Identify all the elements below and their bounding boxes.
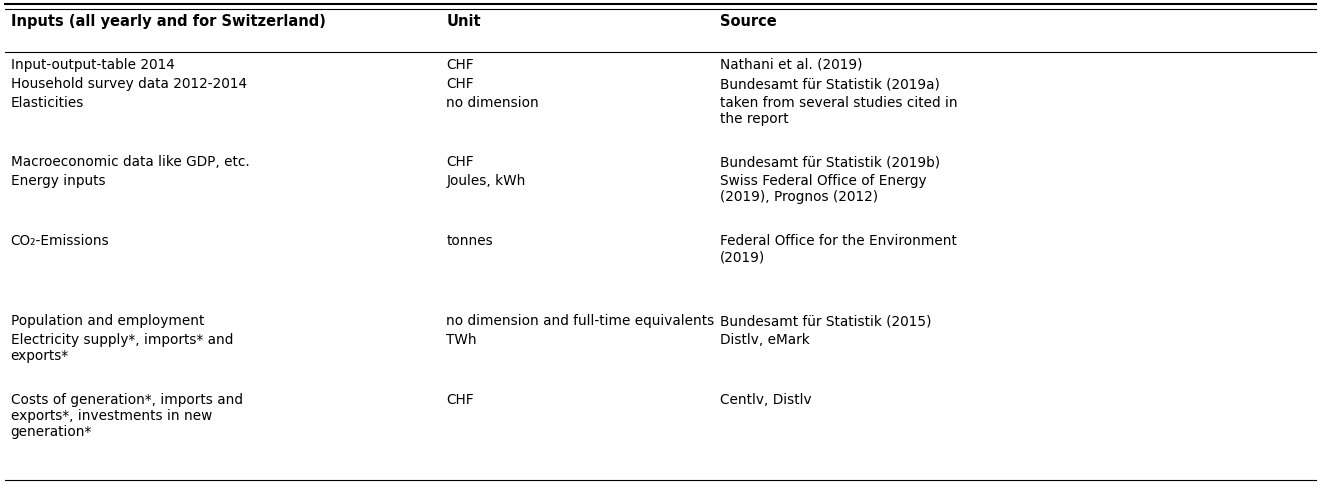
Text: Source: Source — [720, 14, 777, 29]
Text: CHF: CHF — [446, 58, 474, 72]
Text: CHF: CHF — [446, 77, 474, 91]
Text: CHF: CHF — [446, 155, 474, 169]
Text: Bundesamt für Statistik (2019b): Bundesamt für Statistik (2019b) — [720, 155, 941, 169]
Text: Household survey data 2012-2014: Household survey data 2012-2014 — [11, 77, 247, 91]
Text: Elasticities: Elasticities — [11, 96, 85, 110]
Text: Input-output-table 2014: Input-output-table 2014 — [11, 58, 174, 72]
Text: TWh: TWh — [446, 333, 477, 347]
Text: Electricity supply*, imports* and
exports*: Electricity supply*, imports* and export… — [11, 333, 232, 363]
Text: Nathani et al. (2019): Nathani et al. (2019) — [720, 58, 863, 72]
Text: Distlv, eMark: Distlv, eMark — [720, 333, 810, 347]
Text: CO₂-Emissions: CO₂-Emissions — [11, 234, 110, 248]
Text: no dimension: no dimension — [446, 96, 539, 110]
Text: Swiss Federal Office of Energy
(2019), Prognos (2012): Swiss Federal Office of Energy (2019), P… — [720, 174, 926, 204]
Text: Bundesamt für Statistik (2019a): Bundesamt für Statistik (2019a) — [720, 77, 939, 91]
Text: taken from several studies cited in
the report: taken from several studies cited in the … — [720, 96, 958, 126]
Text: Macroeconomic data like GDP, etc.: Macroeconomic data like GDP, etc. — [11, 155, 250, 169]
Text: Inputs (all yearly and for Switzerland): Inputs (all yearly and for Switzerland) — [11, 14, 325, 29]
Text: Joules, kWh: Joules, kWh — [446, 174, 526, 188]
Text: no dimension and full-time equivalents: no dimension and full-time equivalents — [446, 314, 715, 328]
Text: Costs of generation*, imports and
exports*, investments in new
generation*: Costs of generation*, imports and export… — [11, 393, 243, 440]
Text: Bundesamt für Statistik (2015): Bundesamt für Statistik (2015) — [720, 314, 931, 328]
Text: Energy inputs: Energy inputs — [11, 174, 106, 188]
Text: Centlv, Distlv: Centlv, Distlv — [720, 393, 811, 407]
Text: tonnes: tonnes — [446, 234, 493, 248]
Text: Federal Office for the Environment
(2019): Federal Office for the Environment (2019… — [720, 234, 956, 264]
Text: Population and employment: Population and employment — [11, 314, 203, 328]
Text: CHF: CHF — [446, 393, 474, 407]
Text: Unit: Unit — [446, 14, 481, 29]
